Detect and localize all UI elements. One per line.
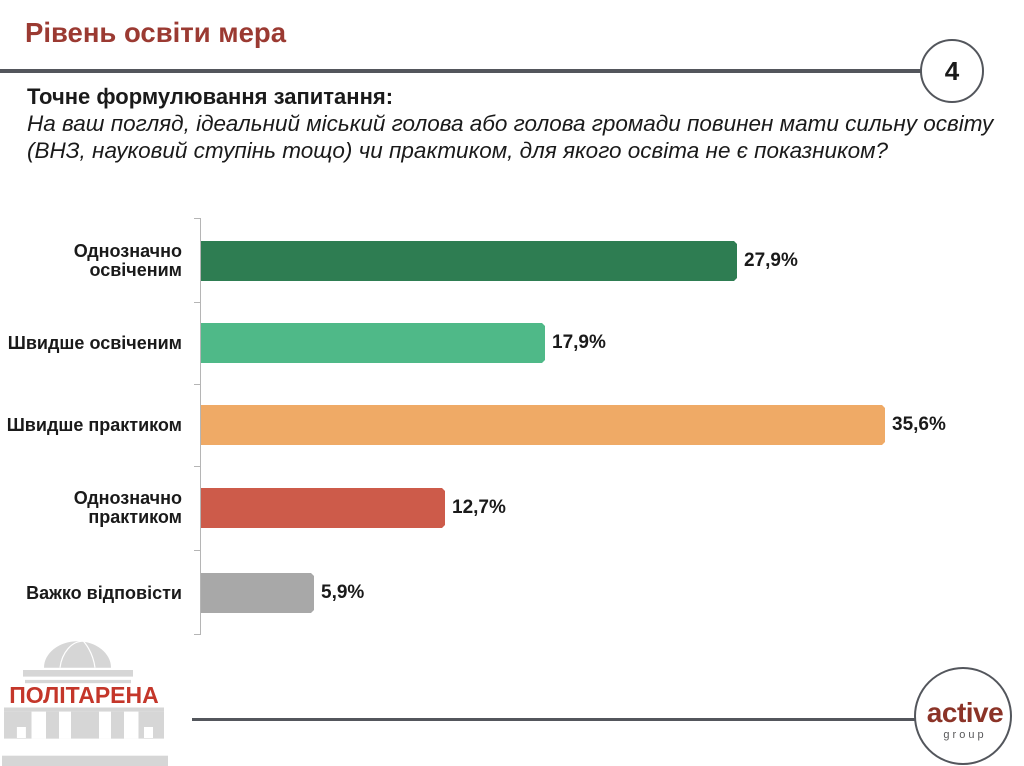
- svg-text:ПОЛІТАРЕНА: ПОЛІТАРЕНА: [9, 682, 159, 708]
